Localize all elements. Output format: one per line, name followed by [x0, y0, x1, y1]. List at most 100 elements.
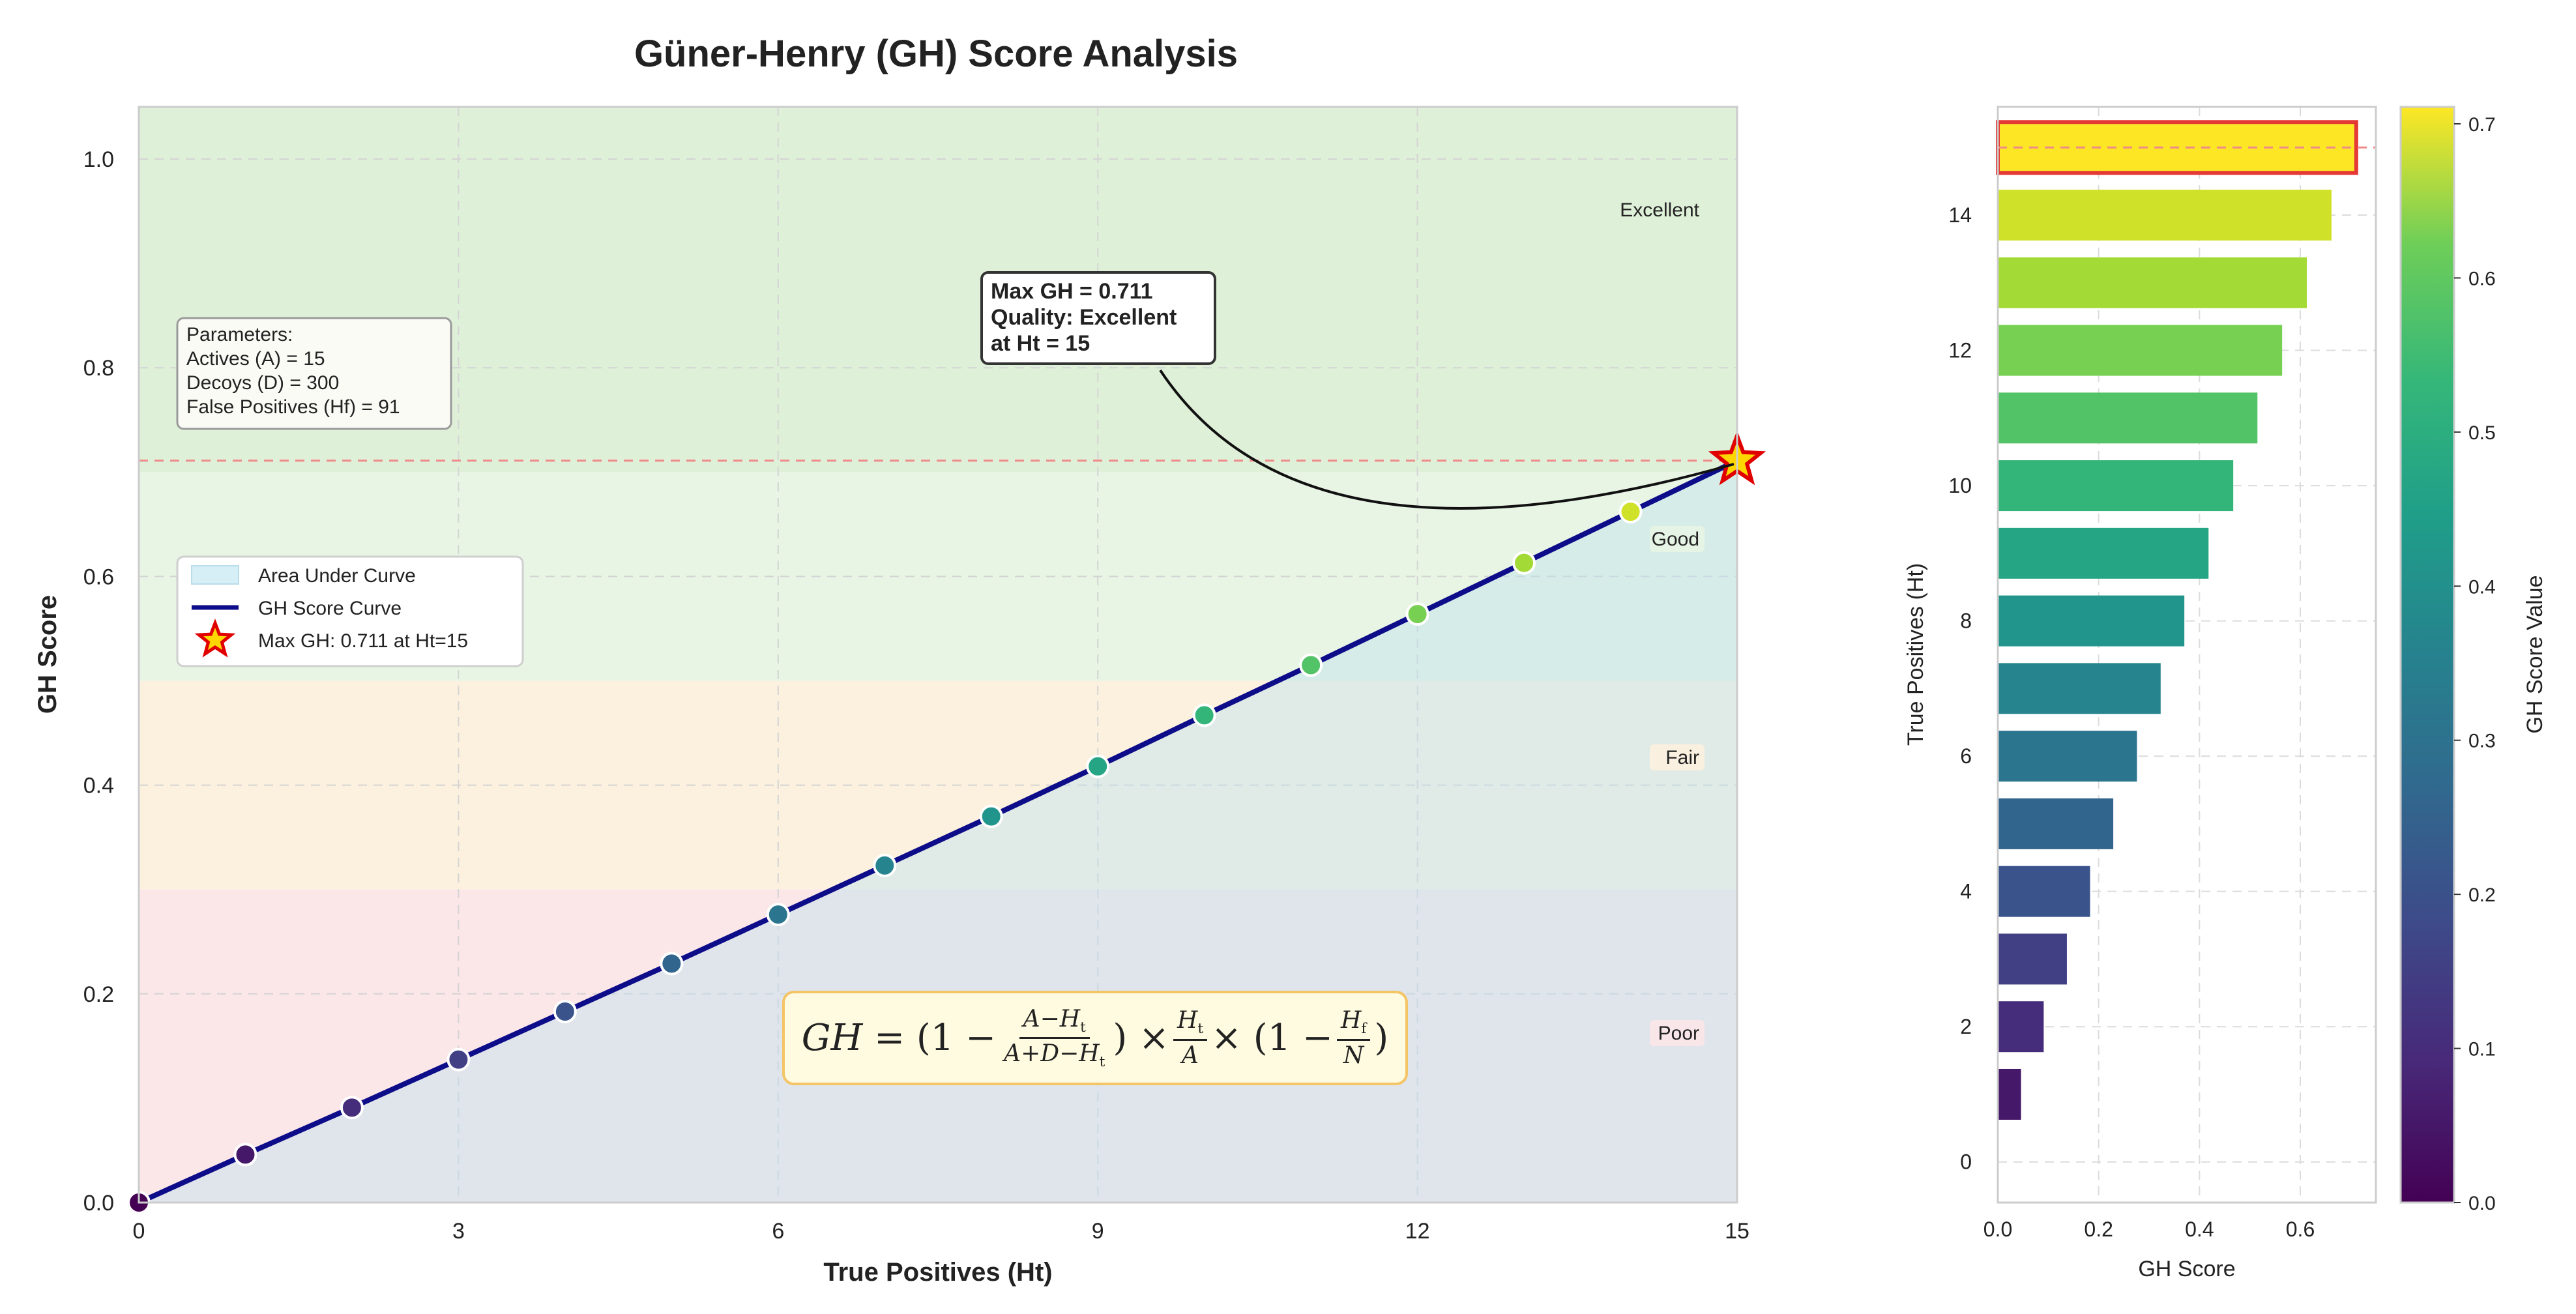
bar-y-tick-label: 0 — [1960, 1150, 1972, 1174]
colorbar-tick-label: 0.7 — [2468, 114, 2496, 136]
gh-point — [1192, 703, 1216, 727]
gh-point — [873, 853, 897, 877]
formula-sub: t — [1080, 1019, 1086, 1036]
parameters-heading: Parameters: — [186, 324, 293, 345]
bar-x-tick-label: 0.0 — [1983, 1218, 2012, 1241]
legend-star-icon — [194, 618, 236, 658]
bar-ht-2 — [1998, 1001, 2044, 1053]
gh-formula: GH = (1 − A−Ht A+D−Ht ) × Ht A × (1 − Hf… — [782, 991, 1408, 1085]
y-tick-label: 0.6 — [83, 564, 114, 589]
colorbar-tick-label: 0.1 — [2468, 1039, 2496, 1060]
colorbar-tick-label: 0.2 — [2468, 884, 2496, 906]
gh-point — [340, 1096, 364, 1120]
bar-ht-4 — [1998, 866, 2090, 917]
zone-label-poor: Poor — [1658, 1023, 1699, 1044]
formula-sub: t — [1099, 1054, 1105, 1071]
gh-point — [1618, 500, 1643, 524]
gh-point — [1086, 754, 1110, 778]
x-tick-label: 6 — [772, 1219, 784, 1244]
bar-x-tick-label: 0.4 — [2185, 1218, 2214, 1241]
formula-frac1-den: A+D−H — [1004, 1040, 1100, 1067]
bar-ht-5 — [1998, 798, 2114, 849]
bar-x-axis-label: GH Score — [2138, 1257, 2235, 1281]
bar-y-tick-label: 2 — [1960, 1015, 1972, 1038]
x-tick-label: 9 — [1092, 1219, 1104, 1244]
x-tick-label: 0 — [133, 1219, 145, 1244]
bar-plot-frame — [1997, 106, 2377, 1204]
formula-times: × — [1139, 1017, 1169, 1059]
bar-y-tick-label: 12 — [1948, 339, 1972, 362]
x-tick-label: 15 — [1725, 1219, 1749, 1244]
zone-labels: Excellent Good Fair Poor — [1594, 197, 1705, 1046]
zone-label-fair: Fair — [1665, 747, 1699, 768]
left-axes: 0 3 6 9 12 15 0.0 0.2 0.4 0.6 0.8 1.0 True Positives… — [33, 106, 1749, 1287]
bar-axes: 0.0 0.2 0.4 0.6 0 2 4 6 8 10 12 14 GH Score True Posi… — [1903, 106, 2377, 1281]
legend-area-swatch — [191, 565, 239, 585]
gh-point — [446, 1047, 471, 1072]
zone-label-bg — [1594, 197, 1705, 223]
gh-point — [553, 1000, 577, 1024]
bar-ht-9 — [1998, 527, 2209, 579]
colorbar-gradient — [2399, 106, 2455, 1204]
bar-ht-14 — [1998, 190, 2332, 241]
y-tick-label: 0.0 — [83, 1191, 114, 1216]
bar-y-axis-label: True Positives (Ht) — [1903, 563, 1928, 746]
colorbar-tick-label: 0.5 — [2468, 422, 2496, 444]
zone-label-good: Good — [1652, 529, 1699, 550]
gh-point — [660, 952, 684, 976]
y-tick-label: 1.0 — [83, 147, 114, 172]
annotation-quality: Quality: Excellent — [991, 305, 1177, 330]
parameters-decoys: Decoys (D) = 300 — [186, 372, 339, 394]
colorbar-tick-label: 0.6 — [2468, 268, 2496, 289]
bar-y-tick-label: 6 — [1960, 744, 1972, 768]
bar-ht-13 — [1998, 257, 2307, 308]
x-tick-label: 3 — [452, 1219, 465, 1244]
legend-area-label: Area Under Curve — [258, 565, 416, 587]
y-tick-label: 0.2 — [83, 982, 114, 1007]
bar-x-tick-label: 0.6 — [2286, 1218, 2315, 1241]
bar-ht-8 — [1998, 595, 2185, 647]
gh-point — [979, 804, 1003, 828]
gh-curve — [138, 458, 1738, 1205]
bar-ht-10 — [1998, 460, 2234, 512]
gh-curve-line — [138, 458, 1738, 1205]
formula-fraction-1: A−Ht A+D−Ht — [1000, 1006, 1109, 1070]
bar-y-tick-label: 8 — [1960, 609, 1972, 633]
formula-frac3-num: H — [1340, 1007, 1362, 1034]
left-plot-frame — [138, 106, 1738, 1204]
gh-point — [1512, 551, 1536, 575]
bars — [1996, 120, 2376, 1120]
colorbar-tick-label: 0.3 — [2468, 731, 2496, 752]
legend-max-label: Max GH: 0.711 at Ht=15 — [258, 630, 468, 652]
formula-sub: f — [1361, 1021, 1367, 1038]
bar-ht-12 — [1998, 325, 2283, 376]
zone-label-bg — [1650, 744, 1705, 770]
y-axis-label: GH Score — [33, 595, 62, 714]
formula-fraction-3: Hf N — [1336, 1007, 1371, 1069]
legend-curve-label: GH Score Curve — [258, 598, 402, 619]
gh-point — [1299, 653, 1323, 677]
legend: Area Under Curve GH Score Curve Max GH: … — [176, 555, 524, 667]
bar-ht-6 — [1998, 731, 2137, 782]
bar-y-tick-label: 10 — [1948, 474, 1972, 497]
annotation-arrow — [1159, 369, 1734, 510]
formula-frac1-num: A−H — [1023, 1005, 1081, 1032]
formula-times: × — [1211, 1017, 1242, 1059]
max-annotation: Max GH = 0.711 Quality: Excellent at Ht … — [980, 271, 1734, 510]
formula-frac2-num: H — [1177, 1007, 1198, 1034]
parameters-false-positives: False Positives (Hf) = 91 — [186, 396, 400, 418]
bar-ht-7 — [1998, 663, 2161, 714]
y-tick-label: 0.4 — [83, 774, 114, 798]
zone-label-bg — [1650, 526, 1705, 552]
y-tick-label: 0.8 — [83, 356, 114, 381]
zone-label-bg — [1650, 1020, 1705, 1046]
bar-ht-11 — [1998, 392, 2258, 444]
chart-title: Güner-Henry (GH) Score Analysis — [634, 33, 1238, 75]
annotation-max-gh: Max GH = 0.711 — [991, 279, 1153, 304]
parameters-box: Parameters: Actives (A) = 15 Decoys (D) … — [176, 317, 452, 430]
x-axis-label: True Positives (Ht) — [823, 1258, 1052, 1287]
zone-label-excellent: Excellent — [1620, 199, 1699, 221]
gh-point — [233, 1143, 257, 1167]
bar-ht-1 — [1998, 1068, 2021, 1120]
